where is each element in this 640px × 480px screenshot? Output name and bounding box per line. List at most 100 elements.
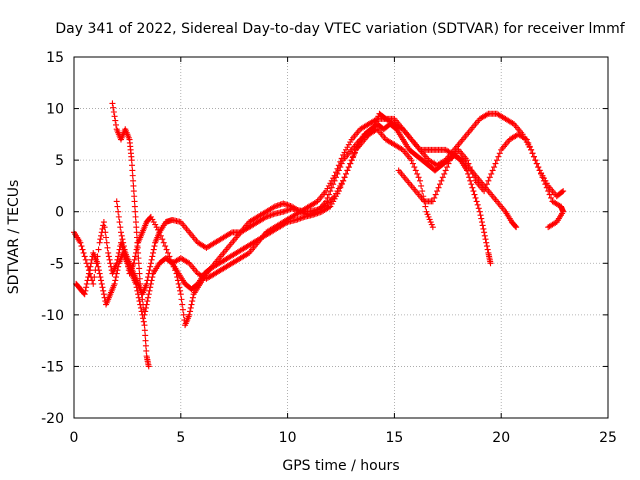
data-point: [435, 184, 442, 191]
data-point: [174, 274, 181, 281]
data-point: [398, 145, 405, 152]
data-point: [77, 239, 84, 246]
data-point: [458, 156, 465, 163]
data-point: [129, 162, 136, 169]
data-point: [471, 191, 478, 198]
data-point: [533, 160, 540, 167]
data-point: [159, 236, 166, 243]
data-point: [101, 224, 108, 231]
y-tick-label: 5: [55, 153, 64, 169]
data-point: [441, 170, 448, 177]
data-points: [71, 100, 567, 370]
data-point: [87, 263, 94, 270]
data-point: [540, 177, 547, 184]
data-point: [113, 274, 120, 281]
data-point: [95, 263, 102, 270]
data-point: [444, 164, 451, 171]
data-point: [115, 263, 122, 270]
data-point: [509, 120, 516, 127]
data-point: [526, 143, 533, 150]
data-point: [341, 174, 348, 181]
data-point: [429, 224, 436, 231]
data-point: [344, 167, 351, 174]
data-point: [341, 149, 348, 156]
data-point: [560, 188, 567, 195]
data-point: [102, 229, 109, 236]
data-point: [331, 172, 338, 179]
data-point: [337, 184, 344, 191]
data-point: [325, 182, 332, 189]
data-point: [424, 211, 431, 218]
data-point: [372, 116, 379, 123]
data-point: [324, 194, 331, 201]
data-point: [344, 144, 351, 151]
data-point: [546, 191, 553, 198]
data-point: [470, 188, 477, 195]
data-point: [133, 229, 140, 236]
data-point: [136, 275, 143, 282]
data-point: [545, 188, 552, 195]
data-point: [167, 256, 174, 263]
data-point: [110, 104, 117, 111]
data-point: [347, 160, 354, 167]
data-point: [468, 167, 475, 174]
data-point: [150, 249, 157, 256]
data-point: [325, 191, 332, 198]
data-point: [173, 270, 180, 277]
data-point: [489, 167, 496, 174]
data-point: [151, 243, 158, 250]
y-axis-label: SDTVAR / TECUs: [6, 180, 22, 295]
data-point: [340, 151, 347, 158]
data-point: [146, 267, 153, 274]
data-point: [130, 188, 137, 195]
data-point: [445, 160, 452, 167]
data-point: [546, 223, 553, 230]
data-point: [342, 170, 349, 177]
data-point: [412, 167, 419, 174]
x-axis-label: GPS time / hours: [282, 458, 399, 474]
data-point: [434, 188, 441, 195]
data-point: [417, 177, 424, 184]
data-point: [466, 164, 473, 171]
data-point: [143, 301, 150, 308]
x-tick-label: 5: [176, 430, 185, 446]
data-point: [138, 308, 145, 315]
data-point: [177, 287, 184, 294]
data-point: [84, 277, 91, 284]
data-point: [103, 234, 110, 241]
y-tick-label: -5: [50, 256, 64, 272]
data-point: [475, 205, 482, 212]
data-point: [335, 188, 342, 195]
data-point: [147, 213, 154, 220]
data-point: [415, 174, 422, 181]
data-point: [148, 256, 155, 263]
data-point: [330, 181, 337, 188]
data-point: [487, 260, 494, 267]
data-point: [153, 224, 160, 231]
data-point: [142, 332, 149, 339]
data-point: [418, 182, 425, 189]
data-point: [145, 294, 152, 301]
data-point: [111, 113, 118, 120]
data-point: [180, 311, 187, 318]
data-point: [107, 260, 114, 267]
data-point: [134, 243, 141, 250]
data-point: [146, 287, 153, 294]
data-point: [328, 200, 335, 207]
data-point: [333, 193, 340, 200]
data-point: [147, 260, 154, 267]
data-point: [481, 188, 488, 195]
data-point: [338, 181, 345, 188]
data-point: [482, 184, 489, 191]
data-point: [261, 214, 268, 221]
data-point: [130, 177, 137, 184]
data-point: [523, 136, 530, 143]
y-tick-label: 10: [46, 102, 64, 118]
data-point: [423, 208, 430, 215]
data-point: [80, 290, 87, 297]
data-point: [141, 322, 148, 329]
data-point: [530, 153, 537, 160]
data-point: [100, 287, 107, 294]
data-point: [137, 304, 144, 311]
data-point: [120, 243, 127, 250]
